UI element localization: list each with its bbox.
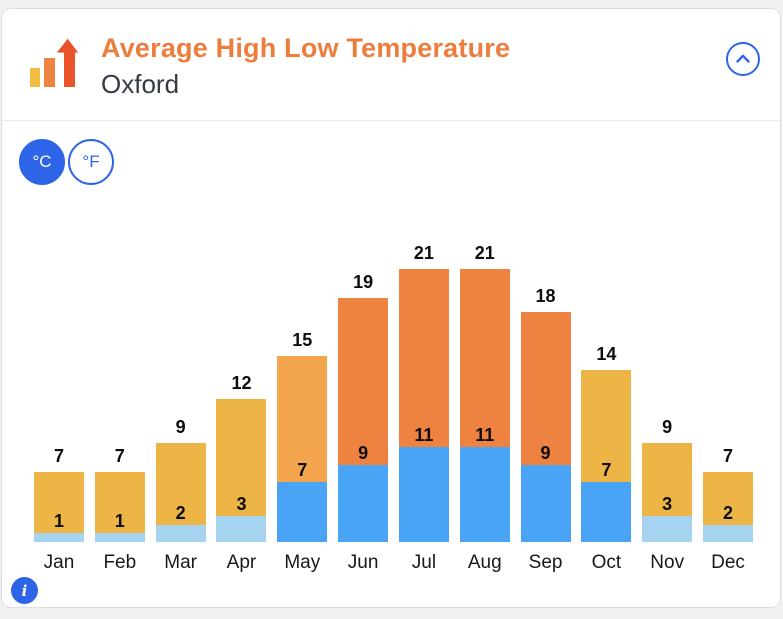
- bar-jan[interactable]: 7 1 Jan: [34, 446, 84, 573]
- bar-oct[interactable]: 14 7 Oct: [581, 344, 632, 573]
- high-bar-segment: [520, 312, 571, 465]
- high-value-label: 14: [596, 344, 617, 364]
- low-value-label: 9: [540, 443, 551, 463]
- info-icon: i: [21, 581, 28, 600]
- fahrenheit-toggle-button[interactable]: °F: [68, 139, 114, 185]
- celsius-toggle-button[interactable]: °C: [19, 139, 65, 185]
- high-value-label: 7: [114, 446, 125, 466]
- low-bar-segment: [642, 516, 693, 542]
- month-label: Dec: [711, 552, 745, 573]
- low-bar-segment: [581, 482, 632, 542]
- high-bar-segment: [155, 443, 206, 525]
- month-label: Jan: [43, 552, 75, 573]
- info-button[interactable]: i: [11, 577, 38, 604]
- low-value-label: 1: [114, 511, 125, 531]
- low-value-label: 11: [414, 425, 434, 445]
- month-label: Sep: [528, 552, 563, 573]
- high-bar-segment: [34, 472, 84, 533]
- low-bar-segment: [34, 533, 84, 542]
- month-label: Apr: [226, 552, 257, 573]
- month-label: May: [284, 552, 321, 573]
- bar-apr[interactable]: 12 3 Apr: [216, 373, 267, 573]
- high-bar-segment: [94, 472, 145, 533]
- high-bar-segment: [581, 370, 632, 482]
- month-label: Jun: [347, 552, 379, 573]
- bar-may[interactable]: 15 7 May: [277, 330, 328, 573]
- low-value-label: 11: [475, 425, 495, 445]
- collapse-button[interactable]: [726, 42, 760, 76]
- page-title: Average High Low Temperature: [101, 33, 511, 63]
- high-bar-segment: [703, 472, 754, 525]
- month-label: Jul: [411, 552, 437, 573]
- low-bar-segment: [703, 525, 754, 542]
- month-label: Mar: [164, 552, 197, 573]
- low-value-label: 9: [358, 443, 369, 463]
- low-value-label: 3: [662, 494, 673, 514]
- location-label: Oxford: [101, 69, 180, 99]
- high-bar-segment: [398, 269, 449, 447]
- high-bar-segment: [459, 269, 510, 447]
- low-value-label: 2: [723, 503, 734, 523]
- low-bar-segment: [216, 516, 267, 542]
- high-bar-segment: [216, 399, 267, 516]
- high-value-label: 18: [535, 286, 556, 306]
- low-bar-segment: [338, 465, 389, 542]
- low-bar-segment: [520, 465, 571, 542]
- month-label: Nov: [650, 552, 685, 573]
- high-bar-segment: [642, 443, 693, 516]
- bar-jul[interactable]: 21 11 Jul: [398, 243, 449, 573]
- month-label: Oct: [591, 552, 622, 573]
- high-value-label: 21: [474, 243, 495, 263]
- bar-mar[interactable]: 9 2 Mar: [155, 417, 206, 573]
- low-bar-segment: [277, 482, 328, 542]
- high-bar-segment: [338, 298, 389, 465]
- high-value-label: 9: [175, 417, 186, 437]
- bar-chart-rising-icon: [30, 38, 79, 87]
- bar-feb[interactable]: 7 1 Feb: [94, 446, 145, 573]
- month-label: Feb: [103, 552, 137, 573]
- high-value-label: 7: [53, 446, 64, 466]
- chevron-up-icon: [736, 54, 750, 63]
- weather-widget-card: Average High Low Temperature Oxford °C °…: [1, 8, 781, 608]
- bar-nov[interactable]: 9 3 Nov: [642, 417, 693, 573]
- bar-sep[interactable]: 18 9 Sep: [520, 286, 571, 573]
- low-bar-segment: [459, 447, 510, 542]
- low-value-label: 2: [175, 503, 186, 523]
- high-bar-segment: [277, 356, 328, 482]
- month-label: Aug: [467, 552, 502, 573]
- low-value-label: 3: [236, 494, 247, 514]
- low-value-label: 1: [53, 511, 64, 531]
- high-value-label: 12: [231, 373, 252, 393]
- bar-dec[interactable]: 7 2 Dec: [703, 446, 754, 573]
- low-value-label: 7: [601, 460, 612, 480]
- low-value-label: 7: [297, 460, 308, 480]
- low-bar-segment: [94, 533, 145, 542]
- high-value-label: 21: [413, 243, 434, 263]
- low-bar-segment: [398, 447, 449, 542]
- high-value-label: 9: [662, 417, 673, 437]
- high-value-label: 15: [292, 330, 313, 350]
- bar-jun[interactable]: 19 9 Jun: [338, 272, 389, 573]
- header-divider: [2, 120, 780, 121]
- low-bar-segment: [155, 525, 206, 542]
- high-value-label: 19: [353, 272, 374, 292]
- high-value-label: 7: [723, 446, 734, 466]
- bar-aug[interactable]: 21 11 Aug: [459, 243, 510, 573]
- chart: 7 1 Jan 7 1 Feb 9 2 Mar 12 3 Apr 15 7 May 19 9 Jun 21 11 Jul…: [2, 9, 780, 573]
